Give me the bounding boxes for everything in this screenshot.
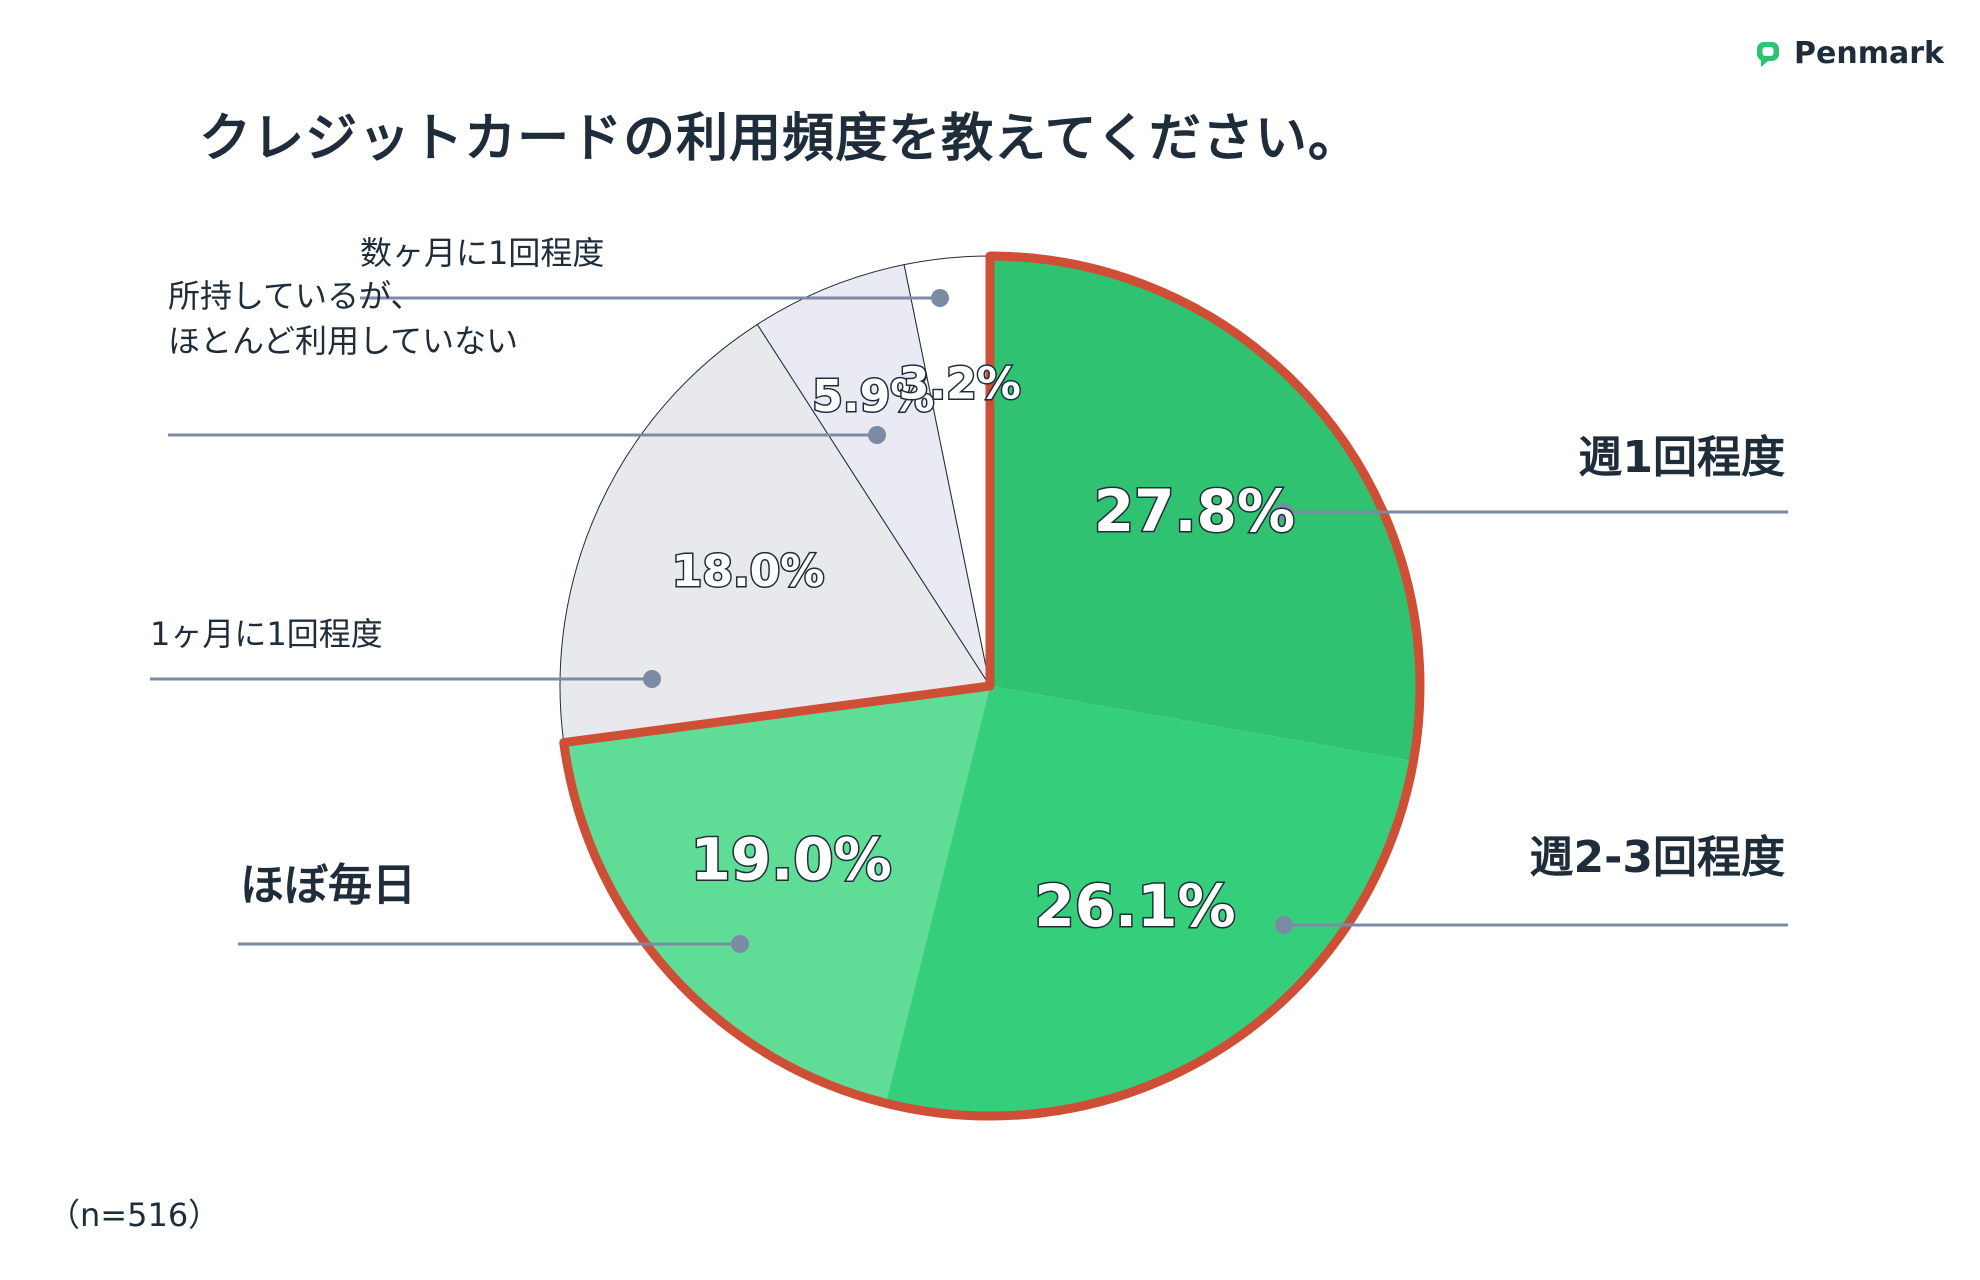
category-label-6: 数ヶ月に1回程度: [360, 234, 604, 272]
value-label-1: 27.8%: [1094, 477, 1295, 545]
value-label-6: 3.2%: [899, 359, 1021, 410]
category-label-1: 週1回程度: [1578, 432, 1785, 483]
leader-dot-4: [643, 670, 661, 688]
speech-bubble-icon: [1757, 41, 1780, 67]
pie-slice-2: [885, 686, 1414, 1117]
value-label-2: 26.1%: [1034, 872, 1235, 940]
leader-dot-3: [731, 935, 749, 953]
pie-slice-3: [563, 686, 990, 1104]
leader-dot-1: [1275, 503, 1293, 521]
value-label-5: 5.9%: [812, 371, 934, 422]
pie-slice-5: [756, 264, 991, 687]
category-label-5: 所持しているが、ほとんど利用していない: [168, 277, 518, 360]
highlight-outline: [559, 251, 1425, 1121]
value-label-4: 18.0%: [672, 546, 825, 597]
leader-dot-5: [868, 426, 886, 444]
chart-title: クレジットカードの利用頻度を教えてください。: [199, 109, 1361, 169]
sample-size-note: （n=516）: [48, 1196, 221, 1234]
brand-logo: Penmark: [1754, 36, 1944, 71]
category-label-3: ほぼ毎日: [240, 860, 416, 911]
leader-dot-2: [1275, 916, 1293, 934]
leader-dot-6: [931, 289, 949, 307]
pie-slice-1: [990, 256, 1420, 762]
brand-name: Penmark: [1794, 36, 1944, 71]
category-label-2: 週2-3回程度: [1530, 832, 1786, 883]
category-label-4: 1ヶ月に1回程度: [150, 615, 383, 653]
value-label-3: 19.0%: [691, 826, 892, 894]
pie-slice-4: [559, 323, 991, 744]
